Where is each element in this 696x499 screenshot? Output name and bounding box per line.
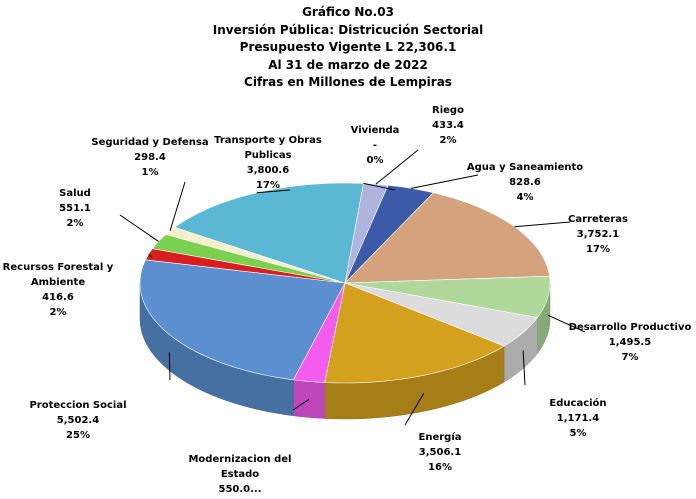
category-label: Salud bbox=[59, 188, 91, 199]
value-label: 3,752.1 bbox=[576, 229, 620, 240]
category-label: Modernizacion del Estado bbox=[188, 454, 292, 480]
category-label: Proteccion Social bbox=[29, 400, 127, 411]
slice bbox=[324, 282, 505, 384]
percent-label: 1% bbox=[141, 167, 159, 178]
category-label: Recursos Forestal y Ambiente bbox=[2, 262, 114, 288]
percent-label: 7% bbox=[621, 352, 639, 363]
percent-label: 2% bbox=[439, 135, 457, 146]
leader-line bbox=[119, 214, 159, 242]
title-line: Cifras en Millones de Lempiras bbox=[244, 75, 452, 89]
leader-line bbox=[256, 189, 291, 194]
slice-label: Recursos Forestal y Ambiente 416.6 2% bbox=[0, 260, 118, 320]
slice bbox=[344, 275, 551, 318]
percent-label: 5% bbox=[569, 428, 587, 439]
leader-line bbox=[514, 221, 571, 228]
percent-label: 16% bbox=[428, 462, 452, 473]
leader-line bbox=[363, 182, 396, 191]
category-label: Educación bbox=[549, 398, 607, 409]
category-label: Seguridad y Defensa bbox=[91, 137, 209, 148]
value-label: 5,502.4 bbox=[56, 415, 100, 426]
slice-label: Transporte y Obras Publicas 3,800.6 17% bbox=[208, 133, 328, 193]
leader-line bbox=[547, 314, 586, 333]
percent-label: 0% bbox=[366, 155, 384, 166]
slice-label: Energía 3,506.1 16% bbox=[405, 430, 475, 475]
leader-lines bbox=[119, 149, 586, 426]
leader-line bbox=[292, 399, 310, 411]
slice bbox=[151, 234, 346, 284]
pie-tops bbox=[139, 182, 551, 384]
percent-label: 2% bbox=[66, 218, 84, 229]
value-label: 1,171.4 bbox=[556, 413, 600, 424]
title-line: Al 31 de marzo de 2022 bbox=[268, 57, 428, 72]
percent-label: 17% bbox=[586, 244, 610, 255]
value-label: 3,506.1 bbox=[418, 447, 462, 458]
leader-line bbox=[148, 253, 153, 259]
percent-label: 4% bbox=[516, 192, 534, 203]
leader-line bbox=[169, 181, 186, 232]
value-label: 298.4 bbox=[134, 152, 166, 163]
slice-label: Vivienda - 0% bbox=[345, 123, 405, 168]
category-label: Desarrollo Productivo bbox=[568, 322, 692, 333]
value-label: 828.6 bbox=[509, 177, 541, 188]
leader-line bbox=[375, 149, 419, 185]
slice-label: Seguridad y Defensa 298.4 1% bbox=[90, 135, 210, 180]
slice-label: Salud 551.1 2% bbox=[35, 186, 115, 231]
slice-label: Educación 1,171.4 5% bbox=[538, 396, 618, 441]
slice-side bbox=[293, 379, 325, 419]
value-label: - bbox=[372, 140, 378, 151]
value-label: 433.4 bbox=[432, 120, 464, 131]
percent-label: 25% bbox=[66, 430, 90, 441]
title-line: Presupuesto Vigente L 22,306.1 bbox=[239, 40, 457, 54]
title-block: Gráfico No.03 Inversión Pública: Districu… bbox=[0, 4, 696, 92]
leader-line bbox=[411, 174, 479, 189]
title-line: Gráfico No.03 bbox=[302, 5, 394, 19]
value-label: 1,495.5 bbox=[608, 337, 652, 348]
value-label: 550.0... bbox=[218, 484, 262, 495]
slice-label: Desarrollo Productivo 1,495.5 7% bbox=[565, 320, 695, 365]
slice-label: Carreteras 3,752.1 17% bbox=[553, 212, 643, 257]
slice-label: Proteccion Social 5,502.4 25% bbox=[18, 398, 138, 443]
title-line: Inversión Pública: Districución Sectoria… bbox=[212, 22, 484, 37]
value-label: 416.6 bbox=[42, 292, 74, 303]
value-label: 3,800.6 bbox=[246, 165, 290, 176]
leader-line bbox=[168, 352, 171, 381]
category-label: Vivienda bbox=[350, 125, 400, 136]
category-label: Agua y Saneamiento bbox=[466, 162, 584, 173]
slice bbox=[139, 259, 346, 381]
leader-line bbox=[404, 393, 425, 426]
category-label: Transporte y Obras Publicas bbox=[214, 135, 322, 161]
percent-label: 2% bbox=[49, 307, 67, 318]
value-label: 551.1 bbox=[59, 203, 91, 214]
percent-label: 17% bbox=[256, 180, 280, 191]
slice-label: Riego 433.4 2% bbox=[418, 103, 478, 148]
slice-label: Agua y Saneamiento 828.6 4% bbox=[455, 160, 595, 205]
slice bbox=[292, 282, 346, 383]
category-label: Carreteras bbox=[568, 214, 628, 225]
leader-line bbox=[522, 350, 526, 386]
slice bbox=[344, 282, 538, 347]
slice-label: Modernizacion del Estado 550.0... bbox=[180, 452, 300, 497]
category-label: Energía bbox=[418, 432, 462, 443]
category-label: Riego bbox=[432, 105, 464, 116]
